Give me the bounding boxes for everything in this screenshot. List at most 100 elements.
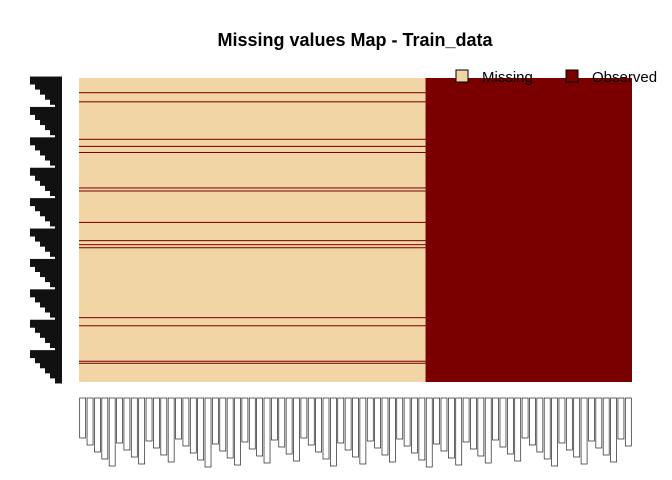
row-tick-label <box>45 122 62 131</box>
column-tick-label <box>344 397 352 451</box>
column-tick-label <box>138 397 146 465</box>
column-labels <box>79 397 632 468</box>
column-tick-label <box>116 397 123 444</box>
column-tick-label <box>448 397 455 459</box>
column-tick-label <box>565 397 573 451</box>
column-tick-label <box>610 397 617 463</box>
row-tick-label <box>35 112 62 120</box>
row-tick-label <box>45 91 62 100</box>
column-tick-label <box>322 397 330 460</box>
row-tick-label <box>40 86 62 95</box>
column-tick-label <box>197 397 205 461</box>
row-tick-label <box>35 81 62 90</box>
legend-label-observed: Observed <box>592 69 657 86</box>
observed-row <box>79 360 426 362</box>
row-tick-label <box>45 274 62 283</box>
column-tick-label <box>595 397 603 449</box>
row-tick-label <box>55 193 62 202</box>
column-tick-label <box>396 397 404 440</box>
row-tick-label <box>45 304 62 313</box>
column-tick-label <box>617 397 625 440</box>
observed-row <box>79 92 426 94</box>
observed-row <box>79 317 426 319</box>
column-tick-label <box>337 397 345 444</box>
column-tick-label <box>366 397 374 442</box>
column-tick-label <box>529 397 536 446</box>
column-tick-label <box>470 397 477 450</box>
row-tick-label <box>50 127 62 136</box>
column-tick-label <box>455 397 463 466</box>
column-tick-label <box>189 397 197 454</box>
column-tick-label <box>226 397 234 459</box>
column-tick-label <box>153 397 160 449</box>
column-tick-label <box>307 397 315 446</box>
column-tick-label <box>418 397 426 461</box>
observed-row <box>79 187 426 189</box>
observed-row <box>79 221 426 223</box>
column-tick-label <box>403 397 411 447</box>
row-tick-label <box>50 96 62 105</box>
column-tick-label <box>271 397 278 441</box>
column-tick-label <box>263 397 271 464</box>
row-tick-label <box>35 355 62 364</box>
column-tick-label <box>94 397 101 453</box>
row-tick-label <box>35 233 62 242</box>
legend-swatch-observed <box>565 69 579 83</box>
column-tick-label <box>425 397 433 468</box>
column-tick-label <box>79 397 87 439</box>
column-tick-label <box>440 397 448 452</box>
legend-label-missing: Missing <box>482 69 533 86</box>
column-tick-label <box>182 397 190 447</box>
row-tick-label <box>55 223 62 232</box>
observed-block <box>425 78 632 382</box>
observed-row <box>79 325 426 327</box>
column-tick-label <box>477 397 485 457</box>
column-tick-label <box>241 397 249 443</box>
column-tick-label <box>256 397 263 457</box>
row-tick-label <box>50 370 62 379</box>
column-tick-label <box>514 397 522 462</box>
column-tick-label <box>433 397 440 445</box>
row-tick-label <box>50 218 62 227</box>
row-tick-label <box>35 203 62 212</box>
column-tick-label <box>285 397 293 455</box>
row-tick-label <box>45 334 62 343</box>
row-tick-label <box>30 289 62 298</box>
row-tick-label <box>40 117 62 126</box>
row-tick-label <box>35 172 62 181</box>
row-tick-label <box>45 213 62 222</box>
column-tick-label <box>573 397 581 458</box>
row-labels <box>30 76 62 384</box>
observed-row <box>79 145 426 147</box>
row-tick-label <box>30 350 62 359</box>
column-tick-label <box>580 397 588 465</box>
chart-title: Missing values Map - Train_data <box>217 30 493 50</box>
column-tick-label <box>624 397 632 447</box>
column-tick-label <box>536 397 544 453</box>
column-tick-label <box>204 397 212 468</box>
column-tick-label <box>108 397 116 467</box>
row-tick-label <box>45 152 62 161</box>
column-tick-label <box>551 397 558 467</box>
observed-row <box>79 362 426 364</box>
row-tick-label <box>55 314 62 323</box>
row-tick-label <box>50 157 62 166</box>
column-tick-label <box>359 397 367 465</box>
row-tick-label <box>45 365 62 374</box>
row-tick-label <box>35 264 62 272</box>
column-tick-label <box>315 397 322 453</box>
observed-row <box>79 151 426 153</box>
row-tick-label <box>40 238 62 247</box>
row-tick-label <box>55 375 62 384</box>
column-tick-label <box>521 397 529 439</box>
row-tick-label <box>50 309 62 318</box>
column-tick-label <box>86 397 94 446</box>
row-tick-label <box>30 228 62 237</box>
observed-row <box>79 244 426 246</box>
missingness-matrix <box>79 78 632 382</box>
column-tick-label <box>123 397 131 451</box>
row-tick-label <box>55 101 62 110</box>
row-tick-label <box>40 360 62 369</box>
row-tick-label <box>35 142 62 151</box>
row-tick-label <box>50 340 62 348</box>
